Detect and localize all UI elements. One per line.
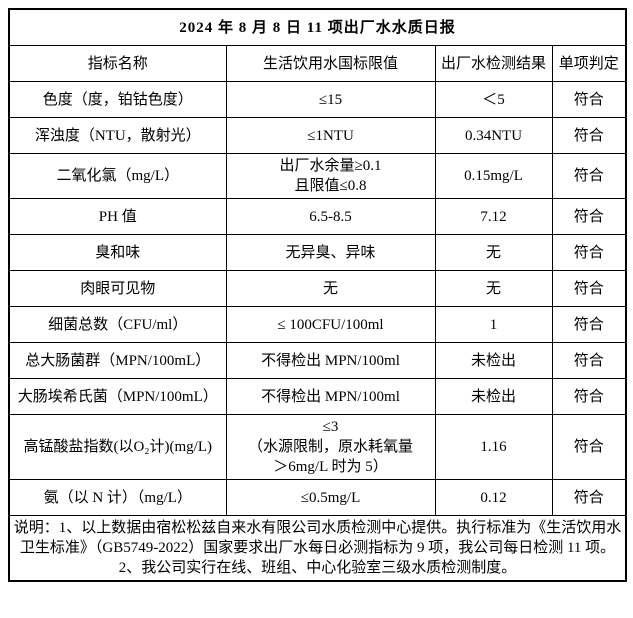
table-row: 总大肠菌群（MPN/100mL） 不得检出 MPN/100ml 未检出 符合 <box>8 342 627 379</box>
indicator-name: 色度（度，铂钴色度） <box>8 81 227 118</box>
table-row: 大肠埃希氏菌（MPN/100mL） 不得检出 MPN/100ml 未检出 符合 <box>8 378 627 415</box>
column-header-verdict: 单项判定 <box>551 45 627 82</box>
indicator-limit: 6.5-8.5 <box>225 198 436 235</box>
column-header-national-limit: 生活饮用水国标限值 <box>225 45 436 82</box>
indicator-limit: ≤0.5mg/L <box>225 479 436 516</box>
indicator-result: 0.15mg/L <box>434 153 553 199</box>
indicator-verdict: 符合 <box>551 479 627 516</box>
title-row: 2024 年 8 月 8 日 11 项出厂水水质日报 <box>8 8 627 46</box>
indicator-result: 0.34NTU <box>434 117 553 154</box>
indicator-name: 总大肠菌群（MPN/100mL） <box>8 342 227 379</box>
table-row: 臭和味 无异臭、异味 无 符合 <box>8 234 627 271</box>
indicator-verdict: 符合 <box>551 153 627 199</box>
indicator-verdict: 符合 <box>551 234 627 271</box>
indicator-verdict: 符合 <box>551 81 627 118</box>
indicator-verdict: 符合 <box>551 198 627 235</box>
indicator-limit: 不得检出 MPN/100ml <box>225 378 436 415</box>
indicator-limit: ≤3 （水源限制，原水耗氧量 ＞6mg/L 时为 5） <box>225 414 436 480</box>
indicator-limit: ≤1NTU <box>225 117 436 154</box>
indicator-verdict: 符合 <box>551 270 627 307</box>
table-row: PH 值 6.5-8.5 7.12 符合 <box>8 198 627 235</box>
indicator-verdict: 符合 <box>551 414 627 480</box>
header-row: 指标名称 生活饮用水国标限值 出厂水检测结果 单项判定 <box>8 45 627 82</box>
indicator-result: 1 <box>434 306 553 343</box>
indicator-verdict: 符合 <box>551 117 627 154</box>
column-header-indicator: 指标名称 <box>8 45 227 82</box>
table-row: 肉眼可见物 无 无 符合 <box>8 270 627 307</box>
indicator-limit: 无异臭、异味 <box>225 234 436 271</box>
indicator-limit: ≤15 <box>225 81 436 118</box>
indicator-name: PH 值 <box>8 198 227 235</box>
indicator-result: ＜5 <box>434 81 553 118</box>
indicator-result: 0.12 <box>434 479 553 516</box>
indicator-name: 二氧化氯（mg/L） <box>8 153 227 199</box>
indicator-name: 大肠埃希氏菌（MPN/100mL） <box>8 378 227 415</box>
table-row: 二氧化氯（mg/L） 出厂水余量≥0.1 且限值≤0.8 0.15mg/L 符合 <box>8 153 627 199</box>
indicator-result: 无 <box>434 234 553 271</box>
indicator-name: 臭和味 <box>8 234 227 271</box>
report-title: 2024 年 8 月 8 日 11 项出厂水水质日报 <box>8 8 627 46</box>
table-row: 高锰酸盐指数(以O₂计)(mg/L) ≤3 （水源限制，原水耗氧量 ＞6mg/L… <box>8 414 627 480</box>
indicator-name: 细菌总数（CFU/ml） <box>8 306 227 343</box>
indicator-result: 无 <box>434 270 553 307</box>
column-header-test-result: 出厂水检测结果 <box>434 45 553 82</box>
indicator-limit: 无 <box>225 270 436 307</box>
water-quality-report-table: 2024 年 8 月 8 日 11 项出厂水水质日报 指标名称 生活饮用水国标限… <box>8 8 627 582</box>
indicator-result: 1.16 <box>434 414 553 480</box>
indicator-limit: 出厂水余量≥0.1 且限值≤0.8 <box>225 153 436 199</box>
indicator-name: 肉眼可见物 <box>8 270 227 307</box>
indicator-result: 7.12 <box>434 198 553 235</box>
indicator-name: 高锰酸盐指数(以O₂计)(mg/L) <box>8 414 227 480</box>
table-row: 细菌总数（CFU/ml） ≤ 100CFU/100ml 1 符合 <box>8 306 627 343</box>
note-row: 说明：1、以上数据由宿松松兹自来水有限公司水质检测中心提供。执行标准为《生活饮用… <box>8 515 627 582</box>
indicator-limit: ≤ 100CFU/100ml <box>225 306 436 343</box>
report-note: 说明：1、以上数据由宿松松兹自来水有限公司水质检测中心提供。执行标准为《生活饮用… <box>8 515 627 582</box>
table-row: 浑浊度（NTU，散射光） ≤1NTU 0.34NTU 符合 <box>8 117 627 154</box>
indicator-result: 未检出 <box>434 342 553 379</box>
indicator-limit: 不得检出 MPN/100ml <box>225 342 436 379</box>
indicator-result: 未检出 <box>434 378 553 415</box>
table-row: 色度（度，铂钴色度） ≤15 ＜5 符合 <box>8 81 627 118</box>
report-page: 2024 年 8 月 8 日 11 项出厂水水质日报 指标名称 生活饮用水国标限… <box>8 8 627 582</box>
indicator-verdict: 符合 <box>551 378 627 415</box>
indicator-verdict: 符合 <box>551 306 627 343</box>
indicator-name: 氨（以 N 计）（mg/L） <box>8 479 227 516</box>
indicator-verdict: 符合 <box>551 342 627 379</box>
table-row: 氨（以 N 计）（mg/L） ≤0.5mg/L 0.12 符合 <box>8 479 627 516</box>
indicator-name: 浑浊度（NTU，散射光） <box>8 117 227 154</box>
